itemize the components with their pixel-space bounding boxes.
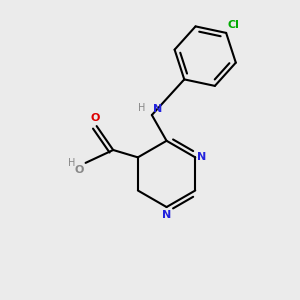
Text: O: O xyxy=(74,165,84,175)
Text: H: H xyxy=(68,158,75,168)
Text: H: H xyxy=(138,103,145,113)
Text: O: O xyxy=(90,113,100,123)
Text: N: N xyxy=(162,210,171,220)
Text: N: N xyxy=(197,152,206,162)
Text: N: N xyxy=(153,104,162,114)
Text: Cl: Cl xyxy=(228,20,240,30)
